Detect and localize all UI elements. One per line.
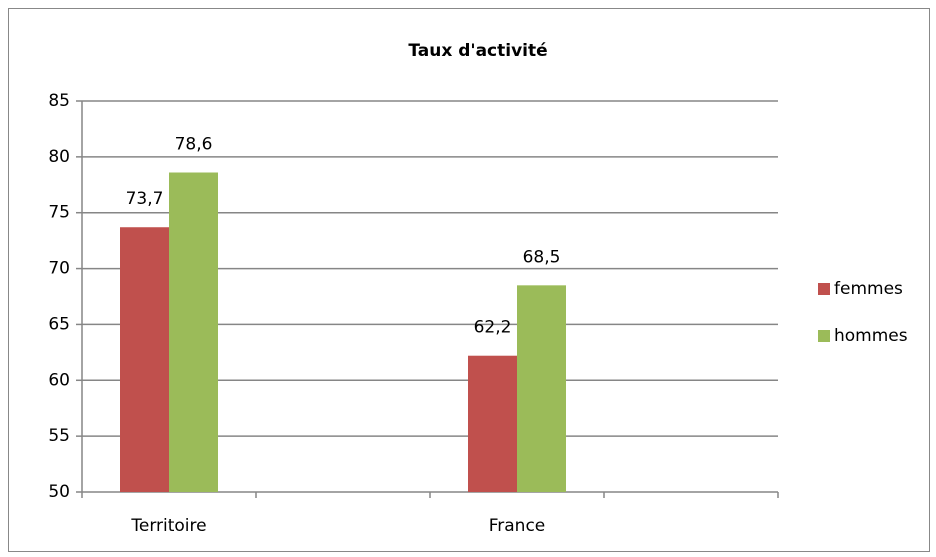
legend-swatch [818,283,830,295]
legend-swatch [818,330,830,342]
data-label: 68,5 [523,247,561,267]
bar [468,355,517,492]
bar [169,172,218,493]
x-tick-label: Territoire [130,516,206,536]
legend-label: hommes [834,326,908,346]
legend-label: femmes [834,279,903,299]
bar [120,227,169,493]
data-label: 62,2 [474,318,512,338]
y-tick-label: 60 [48,370,70,390]
bar [517,285,566,492]
y-tick-label: 75 [48,203,70,223]
y-tick-label: 50 [48,482,70,502]
x-tick-label: France [489,516,546,536]
data-label: 73,7 [126,189,164,209]
y-tick-label: 65 [48,314,70,334]
chart-title: Taux d'activité [408,41,547,61]
y-tick-label: 85 [48,91,70,111]
y-tick-label: 55 [48,426,70,446]
y-tick-label: 80 [48,147,70,167]
y-tick-label: 70 [48,259,70,279]
data-label: 78,6 [175,134,213,154]
